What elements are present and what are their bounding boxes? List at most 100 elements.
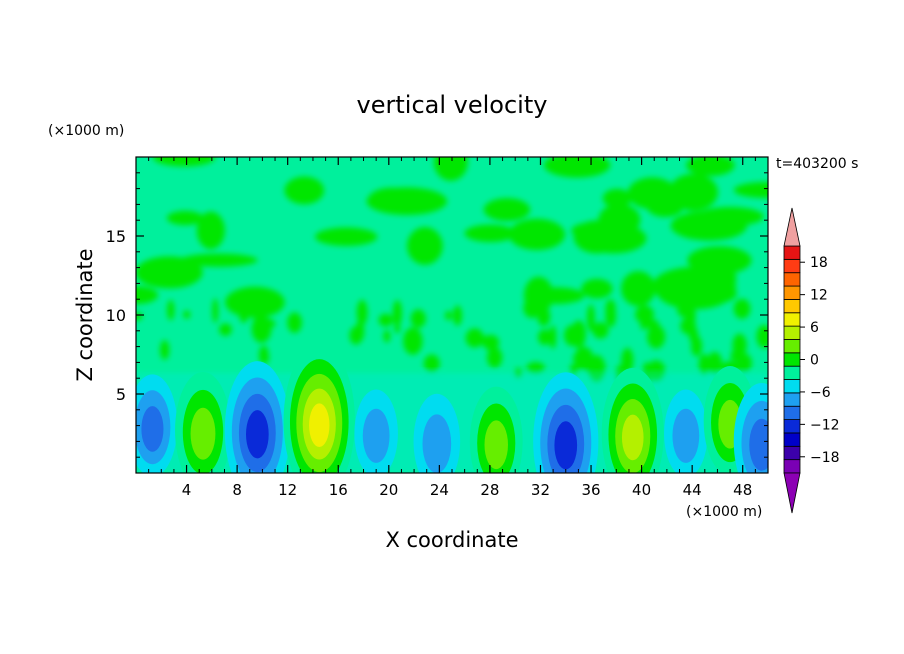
colorbar-label: 18 (810, 255, 828, 271)
green-patch (581, 278, 613, 299)
x-tick-label: 32 (531, 481, 550, 499)
time-label: t=403200 s (776, 156, 858, 172)
velocity-cell (469, 386, 523, 473)
velocity-cell (533, 372, 599, 473)
cell-contour (672, 408, 700, 463)
green-streak (549, 325, 557, 349)
velocity-cell (175, 371, 231, 473)
green-patch (314, 227, 378, 247)
colorbar-segment (783, 365, 801, 380)
x-tick-label: 24 (430, 481, 449, 499)
y-axis-ticks: 5 10 15 (106, 172, 768, 458)
y-tick-label: 10 (106, 306, 126, 325)
colorbar-segment (783, 432, 801, 447)
colorbar-segment (783, 405, 801, 420)
green-patch (669, 173, 718, 211)
green-streak (453, 305, 462, 326)
colorbar-label: −12 (810, 417, 840, 433)
green-streak (537, 306, 551, 327)
cell-contour (749, 418, 768, 471)
green-streak (586, 304, 595, 332)
velocity-field (136, 157, 768, 473)
green-streak (526, 362, 546, 375)
colorbar-label: −18 (810, 450, 840, 466)
green-patch (196, 211, 225, 250)
colorbar-segment (783, 245, 801, 260)
cell-contour (246, 410, 269, 459)
green-streak (571, 320, 586, 348)
green-streak (707, 351, 723, 375)
green-streak (423, 354, 440, 373)
colorbar-over-arrow (783, 207, 801, 247)
green-patch (598, 203, 641, 237)
green-streak (238, 302, 249, 323)
green-streak (355, 320, 365, 342)
colorbar-segment (783, 352, 801, 367)
velocity-cell (224, 361, 290, 473)
green-streak (691, 335, 703, 357)
velocity-cell (354, 389, 398, 473)
green-patch (166, 210, 204, 226)
green-patch (433, 157, 468, 181)
green-patch (544, 157, 611, 178)
green-streak (183, 310, 191, 319)
colorbar: 18 12 6 0 −6 −12 −18 (783, 207, 840, 514)
cell-contour (484, 420, 508, 470)
green-streak (392, 300, 402, 327)
x-unit-label: (×1000 m) (686, 504, 762, 520)
green-streak (736, 353, 752, 373)
y-axis-label: Z coordinate (73, 248, 97, 381)
x-tick-label: 28 (480, 481, 499, 499)
velocity-cell (664, 389, 708, 473)
green-patch (368, 187, 417, 212)
colorbar-segment (783, 285, 801, 300)
convective-cells (136, 344, 768, 473)
x-tick-label: 48 (733, 481, 752, 499)
colorbar-label: 0 (810, 353, 819, 369)
colorbar-under-arrow (783, 472, 801, 514)
green-streak (735, 304, 743, 318)
green-streak (647, 324, 666, 349)
green-streak (410, 309, 426, 328)
y-unit-label: (×1000 m) (48, 123, 124, 139)
colorbar-segment (783, 325, 801, 340)
x-tick-label: 16 (329, 481, 348, 499)
green-streak (403, 327, 423, 355)
green-streak (136, 312, 143, 321)
green-patch (687, 246, 752, 275)
green-streak (572, 353, 588, 364)
green-patch (652, 266, 736, 306)
green-patch (483, 198, 531, 222)
x-tick-label: 36 (581, 481, 600, 499)
green-streak (523, 298, 541, 319)
colorbar-segment (783, 445, 801, 461)
green-streak (486, 347, 503, 368)
green-streak (259, 345, 269, 363)
x-tick-label: 20 (379, 481, 398, 499)
colorbar-segment (783, 299, 801, 314)
green-streak (677, 302, 694, 318)
velocity-cell (136, 374, 178, 473)
green-patch (695, 206, 764, 227)
green-patch (464, 224, 517, 243)
green-streak (698, 353, 710, 376)
green-streak (255, 299, 268, 319)
green-streak (383, 329, 391, 343)
x-tick-label: 8 (232, 481, 242, 499)
green-streak (394, 324, 401, 334)
green-streak (258, 318, 276, 329)
x-tick-label: 40 (632, 481, 651, 499)
green-streak (605, 304, 617, 328)
green-patch (602, 188, 632, 208)
colorbar-segment (783, 258, 801, 274)
x-tick-label: 44 (683, 481, 702, 499)
green-streak (160, 340, 170, 360)
x-axis-label: X coordinate (385, 528, 518, 552)
cell-contour (141, 406, 164, 452)
x-tick-label: 4 (182, 481, 192, 499)
x-axis-ticks: 4 8 12 16 20 24 28 32 36 40 44 48 (148, 157, 756, 499)
colorbar-segment (783, 419, 801, 434)
green-patch (179, 253, 258, 267)
